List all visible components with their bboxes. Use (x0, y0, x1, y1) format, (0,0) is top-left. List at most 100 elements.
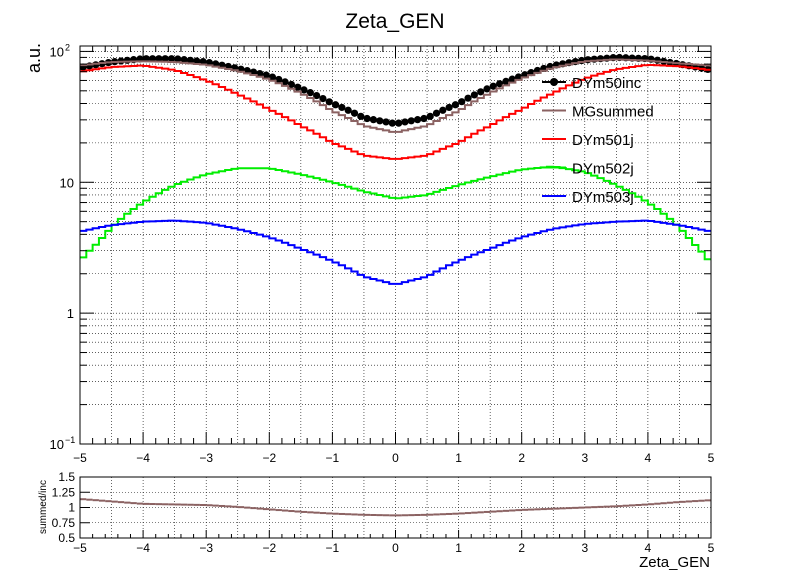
series-point-dym50inc (401, 118, 409, 126)
main-x-tick-label: 4 (645, 451, 652, 465)
series-point-dym50inc (275, 75, 283, 84)
series-point-dym50inc (382, 118, 390, 126)
series-point-dym50inc (180, 56, 188, 64)
series-point-dym50inc (300, 86, 308, 94)
series-point-dym50inc (161, 55, 169, 63)
series-point-dym50inc (319, 94, 327, 103)
series-point-dym50inc (256, 69, 264, 78)
series-point-dym50inc (344, 106, 352, 114)
series-point-dym50inc (287, 80, 295, 89)
legend-label-dym503j: DYm503j (572, 189, 634, 206)
series-point-dym50inc (249, 68, 258, 76)
series-point-dym50inc (186, 56, 195, 64)
series-point-dym50inc (496, 80, 504, 88)
main-x-tick-label: −1 (326, 451, 340, 465)
series-point-dym50inc (123, 56, 131, 64)
legend-label-dym502j: DYm502j (572, 161, 634, 178)
legend-label-dym50inc: DYm50inc (572, 75, 642, 92)
series-point-dym50inc (502, 77, 510, 85)
ratio-x-tick-label: −4 (136, 541, 150, 555)
series-point-dym50inc (363, 114, 371, 123)
ratio-x-tick-label: 0 (392, 541, 399, 555)
ratio-x-axis-label: Zeta_GEN (639, 554, 710, 571)
series-point-dym50inc (350, 109, 359, 117)
main-y-tick-exponent: −1 (65, 435, 75, 445)
series-point-dym50inc (464, 94, 472, 102)
main-y-tick-label: 10 (60, 175, 74, 190)
main-x-tick-label: 5 (708, 451, 715, 465)
series-line-dym503j (80, 219, 711, 285)
series-point-dym50inc (439, 106, 447, 114)
main-y-tick-label: 10 (50, 437, 64, 452)
series-point-dym50inc (413, 116, 422, 124)
series-point-dym50inc (262, 71, 270, 79)
main-y-axis-label: a.u. (24, 43, 44, 73)
ratio-y-tick-labels: 0.50.751 1.251.5 (52, 470, 76, 545)
series-point-dym50inc (268, 73, 277, 81)
ratio-x-tick-label: −2 (262, 541, 276, 555)
series-point-dym50inc (483, 85, 491, 93)
series-point-dym50inc (306, 89, 314, 97)
ratio-x-tick-labels: −5 −4 −3 −2 −1 0 1 2 3 4 5 (73, 541, 715, 555)
series-point-dym50inc (294, 83, 302, 91)
main-x-tick-label: 0 (392, 451, 399, 465)
ratio-x-tick-label: −1 (326, 541, 340, 555)
legend: DYm50inc MGsummed DYm501j DYm502j DYm503j (542, 75, 654, 206)
ratio-grid (79, 477, 712, 538)
legend-marker-dym50inc (550, 78, 558, 86)
main-y-tick-label: 1 (67, 306, 74, 321)
series-point-dym50inc (357, 112, 365, 120)
series-point-dym50inc (331, 101, 340, 109)
ratio-y-axis-label: summed/inc (38, 480, 49, 534)
series-point-dym50inc (338, 103, 346, 112)
series-point-dym50inc (369, 116, 378, 124)
series-line-dym501j (80, 63, 711, 160)
main-x-tick-label: 2 (518, 451, 525, 465)
series-point-dym50inc (407, 117, 415, 125)
main-y-tick-exponent: 2 (65, 42, 70, 52)
series-point-dym50inc (167, 55, 176, 63)
series-point-dym50inc (388, 119, 396, 127)
main-x-tick-label: 1 (455, 451, 462, 465)
ratio-y-tick-label: 0.75 (52, 516, 76, 530)
ratio-x-tick-label: −5 (73, 541, 87, 555)
series-point-dym50inc (445, 103, 453, 112)
series-point-dym50inc (477, 88, 485, 96)
main-x-tick-label: −4 (136, 451, 150, 465)
series-point-dym50inc (174, 55, 182, 63)
ratio-x-tick-label: 2 (518, 541, 525, 555)
legend-label-mgsummed: MGsummed (572, 104, 654, 121)
ratio-y-tick-label: 1 (68, 501, 75, 515)
series-point-dym50inc (281, 78, 289, 86)
series-point-dym50inc (155, 55, 163, 63)
chart-title: Zeta_GEN (345, 10, 444, 33)
main-x-tick-label: −3 (199, 451, 213, 465)
series-point-dym50inc (514, 73, 523, 81)
series-point-dym50inc (376, 117, 384, 125)
series-point-dym50inc (325, 98, 333, 106)
ratio-x-tick-label: 3 (581, 541, 588, 555)
series-point-dym50inc (508, 75, 516, 83)
main-x-tick-label: −2 (262, 451, 276, 465)
ratio-x-tick-label: 5 (708, 541, 715, 555)
series-point-dym50inc (420, 114, 428, 123)
series-point-dym50inc (199, 58, 207, 66)
legend-label-dym501j: DYm501j (572, 132, 634, 149)
ratio-x-tick-label: 4 (645, 541, 652, 555)
main-x-tick-label: −5 (73, 451, 87, 465)
series-point-dym50inc (432, 109, 441, 117)
main-x-tick-labels: −5 −4 −3 −2 −1 0 1 2 3 4 5 (73, 451, 715, 465)
series-point-dym50inc (489, 82, 497, 90)
ratio-x-tick-label: −3 (199, 541, 213, 555)
series-point-dym50inc (451, 101, 460, 109)
ratio-ticks (79, 476, 712, 539)
main-series-layer (79, 53, 712, 285)
series-line-dym502j (80, 165, 711, 261)
series-point-dym50inc (458, 98, 466, 106)
series-point-dym50inc (148, 55, 157, 63)
series-point-dym50inc (426, 112, 434, 120)
series-point-dym50inc (395, 119, 403, 127)
ratio-series-layer (80, 498, 711, 517)
